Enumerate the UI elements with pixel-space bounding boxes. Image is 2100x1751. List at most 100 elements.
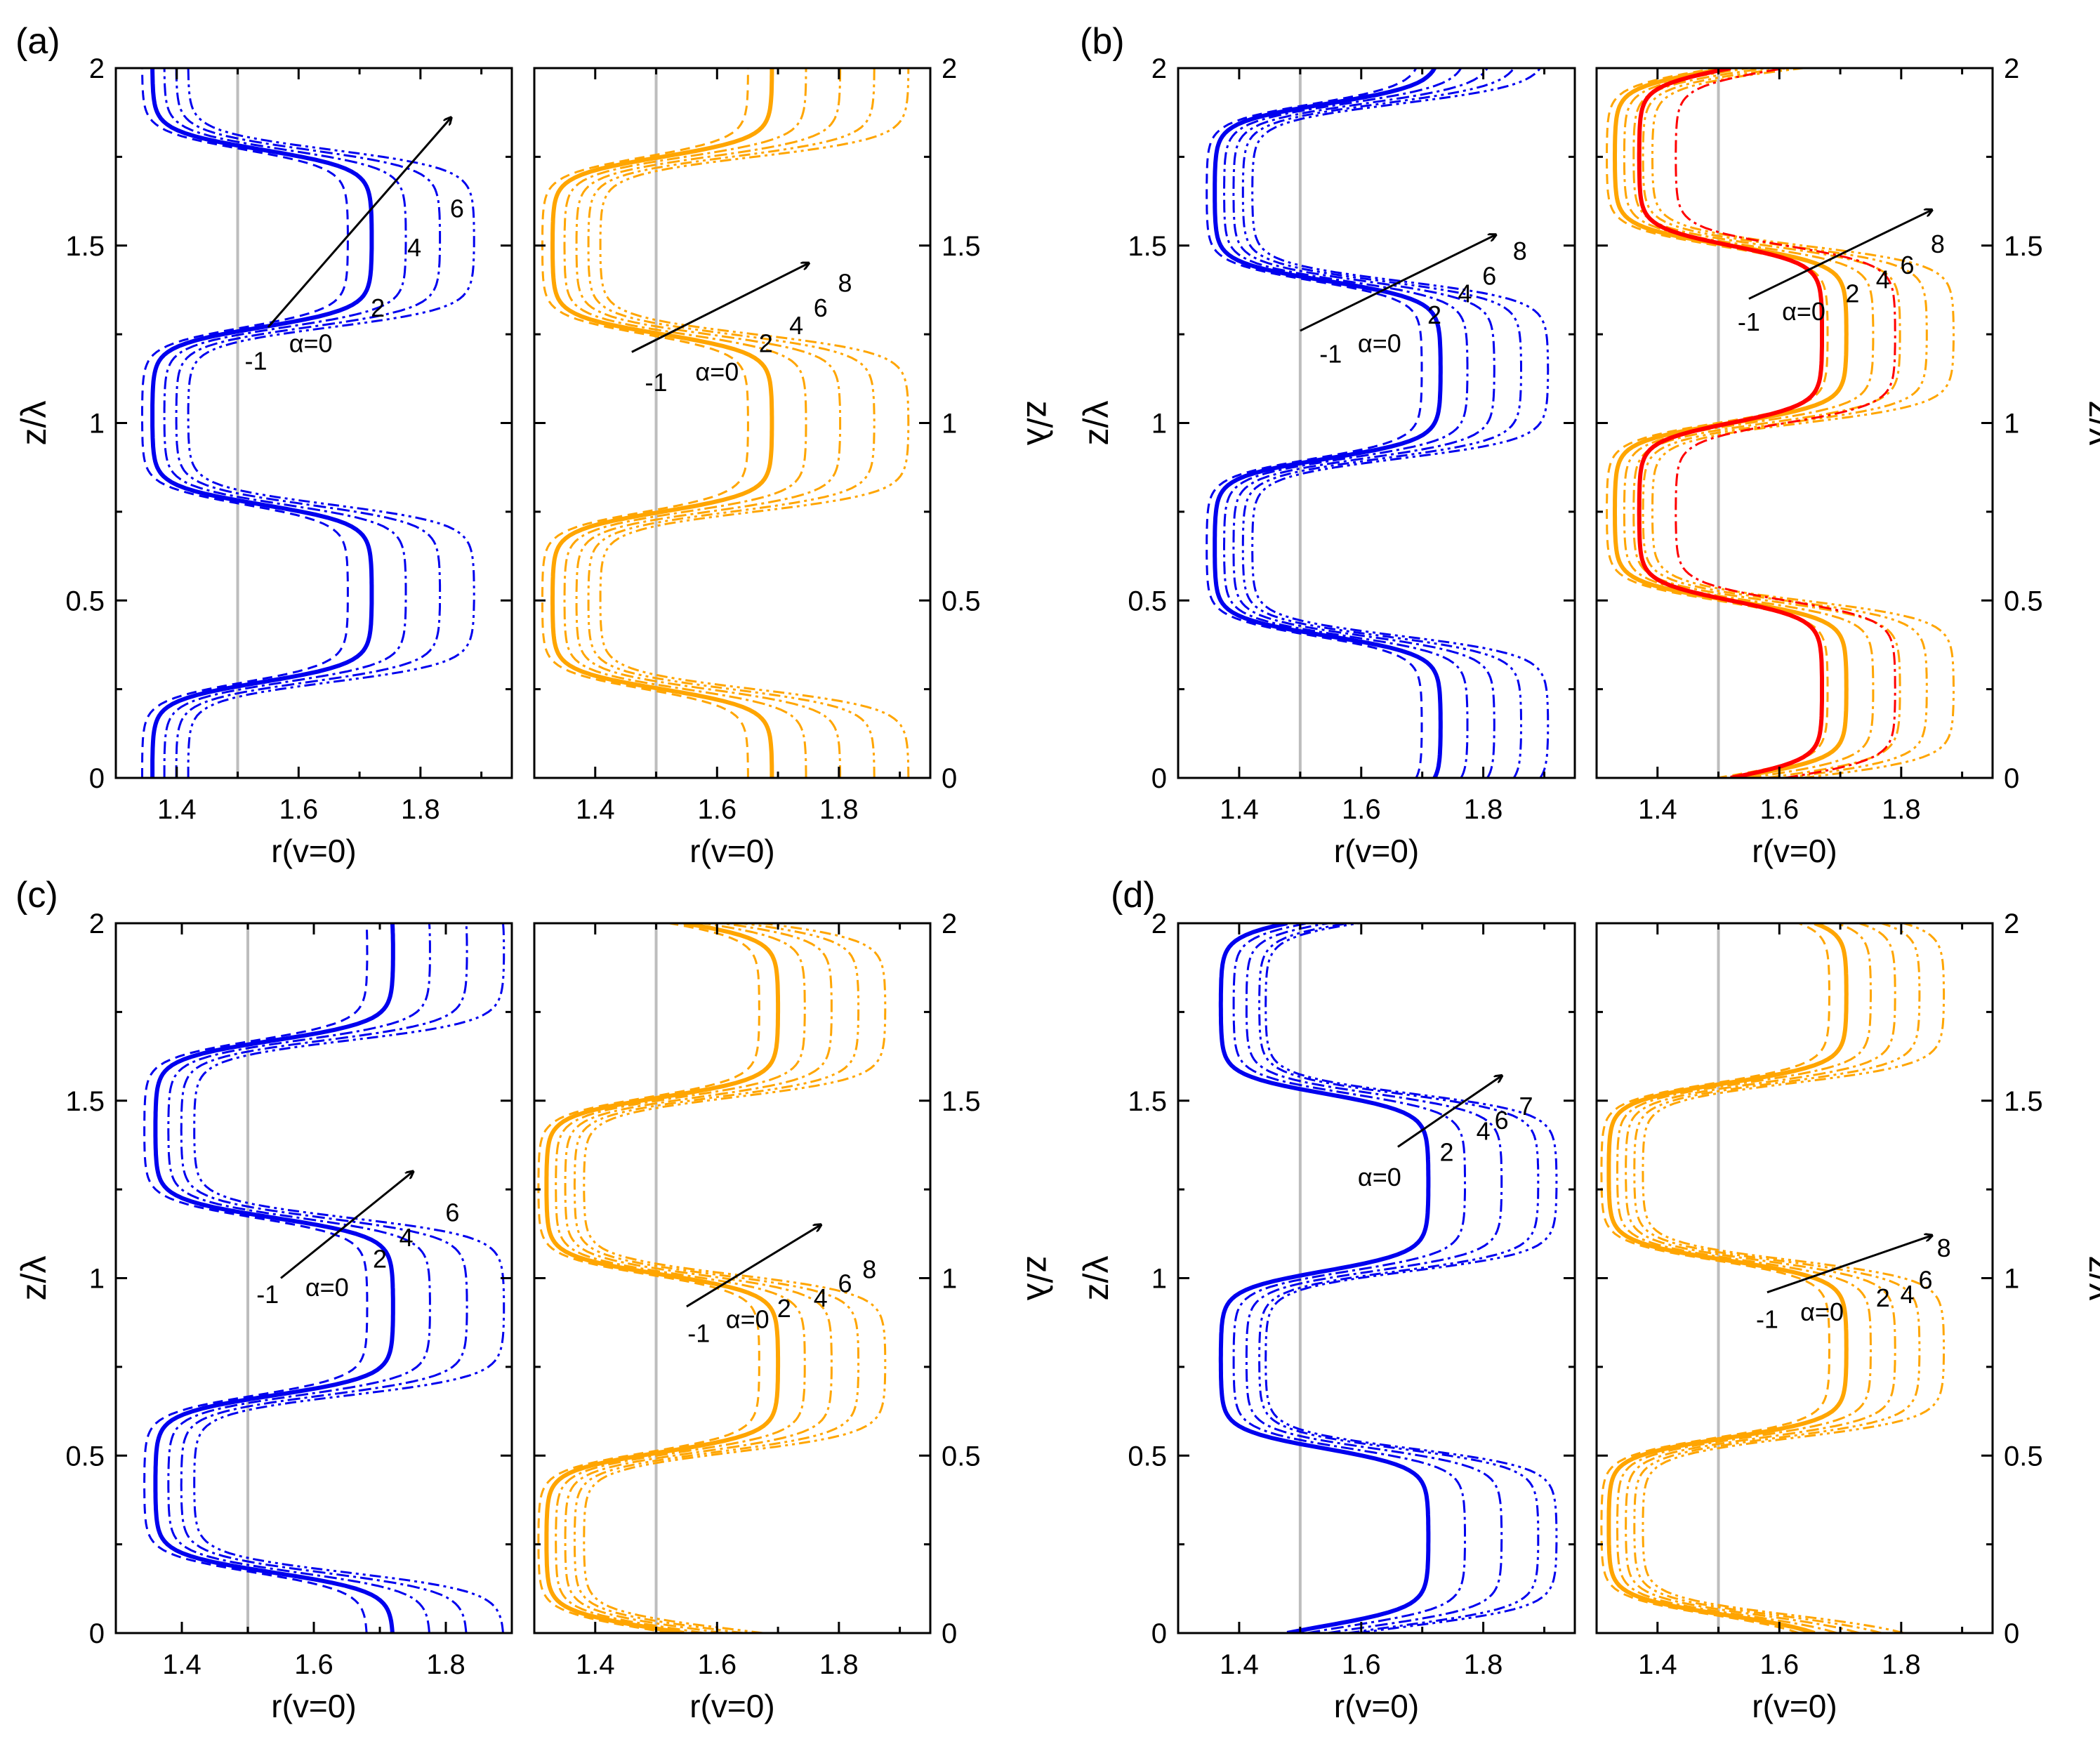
x-tick-label: 1.8 [1882,1649,1921,1680]
y-tick-label: 0 [942,1618,957,1649]
alpha-label: α=0 [1782,297,1825,326]
x-tick-label: 1.6 [279,794,319,825]
series-red-4 [1675,68,1896,778]
y-tick-label: 0 [89,763,105,794]
series-alpha-7 [1264,923,1558,1633]
panel-label-d: (d) [1111,875,1156,916]
y-tick-label: 1.5 [942,231,981,262]
series-alpha-2 [1616,923,1872,1633]
x-tick-label: 1.4 [157,794,197,825]
x-tick-label: 1.6 [1760,794,1799,825]
y-axis-label: z/λ [14,401,53,446]
panel-label-a: (a) [15,21,60,62]
y-tick-label: 0.5 [65,1441,105,1472]
y-tick-label: 0.5 [2004,586,2043,616]
y-tick-label: 1.5 [2004,231,2043,262]
series-alpha-2 [167,923,431,1633]
plot-b-right: 1.4 1.6 1.800.511.52r(v=0)z/λ-1 α=02 4 68 [1595,53,2100,869]
x-tick-label: 1.8 [819,1649,859,1680]
alpha-label: 4 [814,1283,828,1312]
y-tick-label: 1.5 [1128,231,1167,262]
x-axis-label: r(v=0) [1752,1688,1837,1724]
x-tick-label: 1.4 [1220,1649,1259,1680]
y-axis-label-right: z/λ [1019,1256,1059,1301]
plot-d-right: 1.4 1.6 1.800.511.52r(v=0)z/λ-1 α=0 2 4 68 [1595,908,2100,1724]
alpha-label: 2 [373,1244,387,1273]
alpha-label: 2 [1845,279,1859,308]
y-tick-label: 2 [1151,908,1167,939]
y-tick-label: 1.5 [2004,1086,2043,1117]
x-tick-label: 1.4 [1638,794,1677,825]
series-alpha-2 [1623,68,1875,778]
y-tick-label: 0 [2004,763,2019,794]
series-alpha-0 [550,68,774,778]
series-alpha-2 [163,68,407,778]
y-axis-label: z/λ [1076,1256,1116,1301]
series-alpha-2 [555,923,806,1633]
alpha-label: -1 [245,347,268,376]
y-tick-label: 2 [2004,53,2019,84]
series-alpha-4 [575,68,842,778]
alpha-label: 6 [445,1198,459,1227]
alpha-label: 8 [838,268,852,297]
y-tick-label: 1 [1151,409,1167,440]
y-tick-label: 0.5 [1128,1441,1167,1472]
alpha-label: 4 [789,311,803,340]
y-axis-label: z/λ [1076,401,1116,446]
y-tick-label: 0.5 [942,1441,981,1472]
alpha-label: 8 [1931,230,1945,258]
alpha-label: 4 [1477,1116,1491,1145]
series-alpha--1 [143,923,369,1633]
alpha-label: 6 [838,1269,852,1298]
y-axis-label-right: z/λ [1019,401,1059,446]
y-axis-label-right: z/λ [2082,401,2100,446]
x-tick-label: 1.8 [1464,794,1503,825]
alpha-label: α=0 [289,329,333,357]
y-tick-label: 1 [89,409,105,440]
x-tick-label: 1.6 [1760,1649,1799,1680]
y-tick-label: 0.5 [2004,1441,2043,1472]
alpha-label: 4 [407,233,421,262]
alpha-label: 4 [399,1223,414,1252]
y-tick-label: 1.5 [65,1086,105,1117]
alpha-label: 2 [1439,1138,1453,1167]
series-alpha-4 [175,68,442,778]
alpha-label: -1 [687,1319,710,1347]
series-alpha-0 [153,923,395,1633]
series-alpha-6 [573,923,860,1633]
y-tick-label: 0 [1151,1618,1167,1649]
x-axis-label: r(v=0) [1752,833,1837,869]
series-alpha-6 [1642,68,1928,778]
series-alpha-4 [1245,923,1503,1633]
x-tick-label: 1.8 [1882,794,1921,825]
x-tick-label: 1.4 [576,1649,615,1680]
series-alpha-0 [1213,68,1443,778]
y-tick-label: 2 [2004,908,2019,939]
series-alpha-8 [1651,68,1955,778]
series-alpha--1 [1600,923,1830,1633]
y-axis-label: z/λ [14,1256,53,1301]
y-tick-label: 1 [2004,1264,2019,1295]
alpha-direction-arrow [1300,235,1495,332]
x-tick-label: 1.4 [162,1649,202,1680]
series-alpha-6 [187,68,475,778]
alpha-label: -1 [1738,308,1760,336]
plot-frame [1595,922,1994,1634]
y-tick-label: 0 [2004,1618,2019,1649]
y-tick-label: 2 [89,53,105,84]
series-alpha--1 [537,923,760,1633]
y-tick-label: 1 [2004,409,2019,440]
x-tick-label: 1.8 [401,794,440,825]
x-tick-label: 1.4 [576,794,615,825]
series-alpha-0 [150,68,374,778]
plot-frame [1177,922,1576,1634]
x-axis-label: r(v=0) [271,1688,356,1724]
x-tick-label: 1.8 [426,1649,465,1680]
y-tick-label: 2 [1151,53,1167,84]
series-alpha-2 [1223,68,1469,778]
x-tick-label: 1.6 [1342,794,1381,825]
x-axis-label: r(v=0) [1334,1688,1419,1724]
